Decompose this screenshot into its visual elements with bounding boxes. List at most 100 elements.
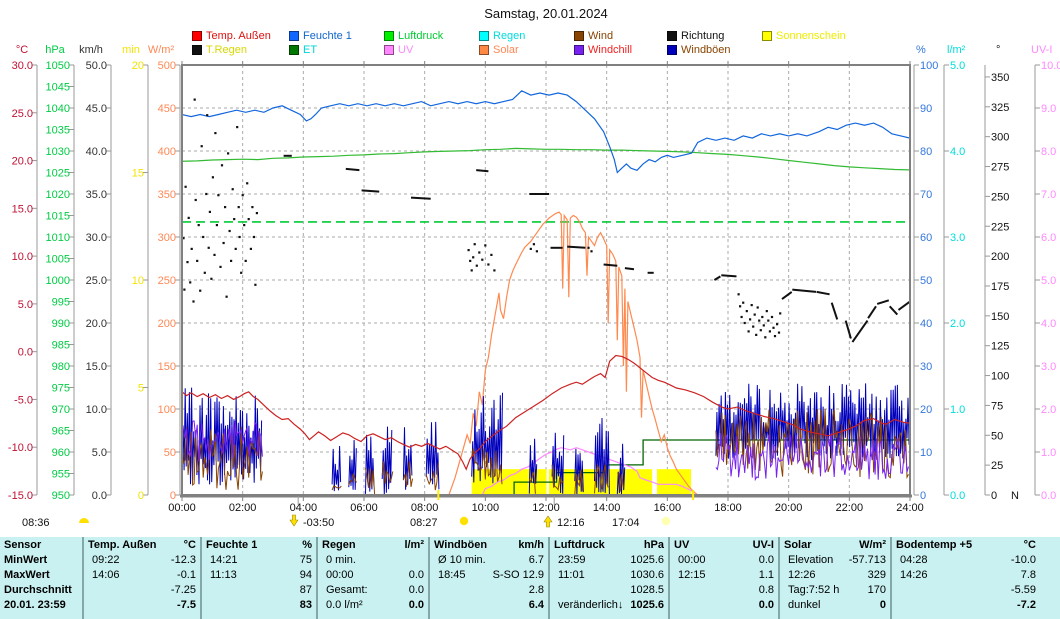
svg-text:4.0: 4.0 xyxy=(950,146,965,158)
legend-item-windchill: Windchill xyxy=(574,43,632,56)
svg-text:0: 0 xyxy=(138,490,144,502)
time-axis: 00:00 02:00 04:00 06:00 08:00 10:00 12:00 14:00… xyxy=(168,61,924,514)
svg-text:125: 125 xyxy=(991,341,1009,353)
stats-value-cell: dunkel 0 xyxy=(788,599,886,611)
sonnenschein-color-swatch xyxy=(762,30,772,41)
stats-value-cell: 11:13 94 xyxy=(210,569,312,581)
stats-value-cell: 11:01 1030.6 xyxy=(558,569,664,581)
svg-text:20.0: 20.0 xyxy=(12,156,33,168)
svg-text:200: 200 xyxy=(158,318,176,330)
series-windchill xyxy=(183,420,909,482)
stats-value-cell: 0.8 xyxy=(758,584,774,596)
svg-text:20:00: 20:00 xyxy=(775,502,803,514)
stats-col-header: Feuchte 1% xyxy=(206,539,312,551)
svg-text:2.0: 2.0 xyxy=(950,318,965,330)
stats-value-cell: Elevation -57.713 xyxy=(788,554,886,566)
legend-label: T.Regen xyxy=(206,43,247,56)
stats-value-cell: 23:59 1025.6 xyxy=(558,554,664,566)
legend-label: Feuchte 1 xyxy=(303,29,352,42)
svg-text:0.0: 0.0 xyxy=(18,347,33,359)
svg-text:2.0: 2.0 xyxy=(1041,404,1056,416)
legend-label: Solar xyxy=(493,43,519,56)
svg-text:950: 950 xyxy=(52,490,70,502)
svg-text:250: 250 xyxy=(991,191,1009,203)
svg-text:30: 30 xyxy=(920,361,932,373)
stats-row-label: MaxWert xyxy=(4,569,50,581)
stats-col-header: UV UV-I xyxy=(674,539,774,551)
svg-text:18:00: 18:00 xyxy=(714,502,742,514)
stats-col-header: Windböen km/h xyxy=(434,539,544,551)
svg-text:15: 15 xyxy=(132,168,144,180)
t-regen-color-swatch xyxy=(192,44,202,55)
svg-text:970: 970 xyxy=(52,404,70,416)
svg-text:20: 20 xyxy=(920,404,932,416)
stats-row-label: Sensor xyxy=(4,539,42,551)
svg-text:80: 80 xyxy=(920,146,932,158)
svg-text:50.0: 50.0 xyxy=(86,60,107,72)
stats-value-cell: veränderlich↓ 1025.6 xyxy=(558,599,664,611)
svg-text:985: 985 xyxy=(52,340,70,352)
svg-text:-15.0: -15.0 xyxy=(8,490,33,502)
svg-text:UV-I: UV-I xyxy=(1031,44,1052,56)
stats-col-header: Regen l/m² xyxy=(322,539,424,551)
stats-value-cell: 2.8 xyxy=(528,584,544,596)
legend-label: Wind xyxy=(588,29,614,42)
legend-label: UV xyxy=(398,43,414,56)
uv-color-swatch xyxy=(384,44,394,55)
stats-value-cell: 0 min. xyxy=(326,554,356,566)
svg-text:0.0: 0.0 xyxy=(1041,490,1056,502)
stats-value-cell: 0.0 l/m² 0.0 xyxy=(326,599,424,611)
axis-pct: 0 10 20 30 40 50 60 70 80 90 100% xyxy=(913,44,938,502)
stats-value-cell: -7.25 xyxy=(170,584,196,596)
svg-text:960: 960 xyxy=(52,447,70,459)
sun-half-icon xyxy=(79,518,89,523)
series-richtung xyxy=(183,98,909,343)
stats-col-regen: Regen l/m² 0 min. 00:00 0.0 Gesamt: 0.0 0.0 l/m… xyxy=(316,537,428,619)
svg-text:250: 250 xyxy=(158,275,176,287)
svg-text:08:00: 08:00 xyxy=(411,502,439,514)
svg-text:20: 20 xyxy=(132,60,144,72)
stats-value-cell: 00:00 0.0 xyxy=(326,569,424,581)
stats-col-header: Bodentemp +5 °C xyxy=(896,539,1036,551)
chart-plot xyxy=(183,90,909,495)
svg-text:25: 25 xyxy=(991,460,1003,472)
legend-item-windb-en: Windböen xyxy=(667,43,731,56)
legend-item-t-regen: T.Regen xyxy=(192,43,247,56)
svg-text:75: 75 xyxy=(991,400,1003,412)
stats-col-bodentemp-5: Bodentemp +5 °C 04:28 -10.0 14:26 7.8 -5.59 -7.… xyxy=(890,537,1040,619)
svg-text:5: 5 xyxy=(138,383,144,395)
legend-item-solar: Solar xyxy=(479,43,519,56)
stats-col-header: Luftdruck hPa xyxy=(554,539,664,551)
stats-value-cell: 0.0 xyxy=(758,599,774,611)
svg-text:5.0: 5.0 xyxy=(92,447,107,459)
marker-sunshine-possible-time: 08:36 xyxy=(22,517,50,529)
svg-text:0.0: 0.0 xyxy=(950,490,965,502)
svg-text:25.0: 25.0 xyxy=(86,275,107,287)
svg-text:15.0: 15.0 xyxy=(12,203,33,215)
axis-deg: 0 25 50 75 100 125 150 175 200 225 250 275 300 325 350… xyxy=(984,44,1019,502)
svg-text:3.0: 3.0 xyxy=(950,232,965,244)
svg-text:0.0: 0.0 xyxy=(92,490,107,502)
stats-col-header: Temp. Außen °C xyxy=(88,539,196,551)
svg-text:22:00: 22:00 xyxy=(836,502,864,514)
chart-title: Samstag, 20.01.2024 xyxy=(484,6,608,21)
stats-value-cell: 09:22 -12.3 xyxy=(92,554,196,566)
svg-text:8.0: 8.0 xyxy=(1041,146,1056,158)
stats-value-cell: 12:15 1.1 xyxy=(678,569,774,581)
marker-sunset-time: 17:04 xyxy=(612,517,640,529)
svg-text:16:00: 16:00 xyxy=(654,502,682,514)
svg-text:1050: 1050 xyxy=(46,60,70,72)
marker-moon-rise-time: 12:16 xyxy=(557,517,585,529)
et-color-swatch xyxy=(289,44,299,55)
marker-moon-set-time: -03:50 xyxy=(303,517,334,529)
svg-text:7.0: 7.0 xyxy=(1041,189,1056,201)
svg-text:45.0: 45.0 xyxy=(86,103,107,115)
svg-text:300: 300 xyxy=(991,132,1009,144)
svg-text:100: 100 xyxy=(920,60,938,72)
moon-rise-arrow-icon xyxy=(543,515,553,528)
svg-text:1000: 1000 xyxy=(46,275,70,287)
svg-text:275: 275 xyxy=(991,162,1009,174)
legend-label: Richtung xyxy=(681,29,725,42)
svg-text:-5.0: -5.0 xyxy=(14,394,33,406)
axis-hpa: 950 955 960 965 970 975 980 985 990 995 1000 1005 10… xyxy=(45,44,75,502)
